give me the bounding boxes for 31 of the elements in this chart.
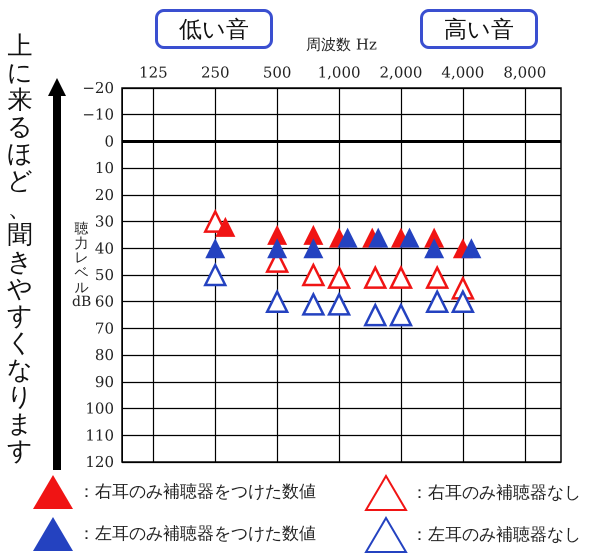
- legend-label: ：右耳のみ補聴器なし: [411, 483, 581, 503]
- y-tick-label: 20: [94, 186, 114, 204]
- y-tick-label: 60: [94, 292, 114, 311]
- text: 上に来るほど、聞きやすくなります: [7, 31, 33, 465]
- legend-label: ：左耳のみ補聴器をつけた数値: [78, 524, 316, 544]
- x-tick-label: 4,000: [441, 64, 484, 82]
- legend-label: ：右耳のみ補聴器をつけた数値: [78, 482, 316, 502]
- x-axis-title: 周波数 Hz: [306, 36, 377, 54]
- x-tick-label: 500: [262, 64, 292, 82]
- y-tick-label: −20: [82, 79, 114, 97]
- x-tick-label: 2,000: [379, 64, 422, 82]
- x-tick-label: 250: [200, 64, 230, 82]
- y-tick-label: 80: [94, 346, 114, 364]
- y-tick-label: −10: [82, 106, 114, 124]
- x-tick-label: 1,000: [318, 64, 361, 82]
- y-tick-label: 50: [94, 266, 114, 284]
- y-tick-label: 10: [94, 159, 114, 178]
- legend-label: ：左耳のみ補聴器なし: [411, 525, 581, 545]
- y-tick-label: 70: [94, 319, 114, 338]
- text: 低い音: [155, 9, 273, 49]
- y-tick-label: 40: [94, 239, 114, 258]
- text: 高い音: [420, 9, 538, 49]
- y-tick-label: 0: [104, 132, 114, 150]
- y-tick-label: 90: [94, 372, 114, 391]
- y-tick-label: 30: [94, 212, 114, 231]
- y-axis-title: 聴力レベル dB: [72, 221, 92, 310]
- x-tick-label: 8,000: [503, 64, 546, 82]
- y-tick-label: 100: [85, 400, 114, 418]
- y-tick-label: 110: [85, 426, 114, 444]
- x-tick-label: 125: [139, 64, 168, 82]
- y-tick-label: 120: [85, 453, 114, 471]
